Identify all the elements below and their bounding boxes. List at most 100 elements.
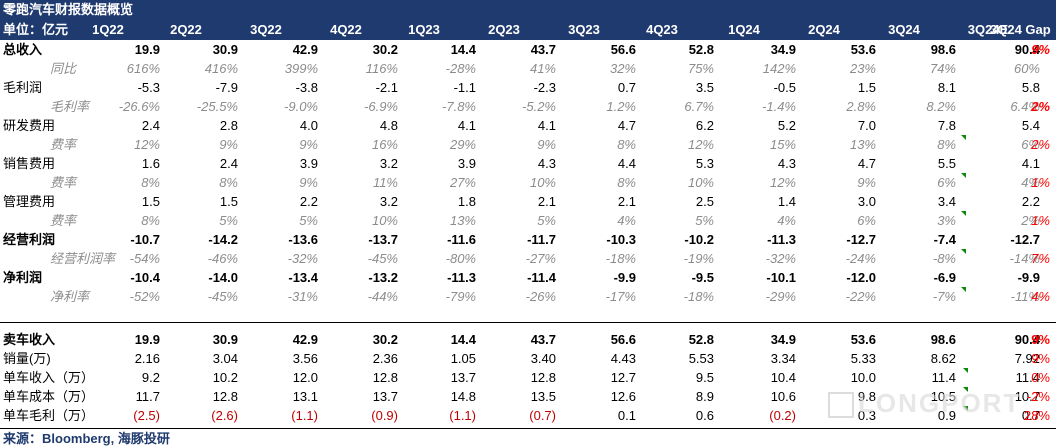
- bottom-divider: [0, 428, 1056, 429]
- cell-value: 12%: [687, 137, 714, 152]
- table-row: 毛利率 -26.6% -25.5% -9.0% -6.9% -7.8% -5.2% 1.2% 6…: [0, 97, 1056, 116]
- header-period: 4Q23: [646, 22, 678, 37]
- cell-value: 8%: [937, 137, 956, 152]
- section-divider: [0, 322, 1056, 323]
- table-row: 经营利润率 -54% -46% -32% -45% -80% -27% -18% -19% -32…: [0, 249, 1056, 268]
- row-label: 销量(万): [3, 351, 51, 366]
- cell-value: 90.4: [1014, 332, 1040, 347]
- cell-value: 27%: [449, 175, 476, 190]
- cell-value: -32%: [765, 251, 796, 266]
- cell-value: 2%: [1021, 213, 1040, 228]
- header-period: 3Q23: [568, 22, 600, 37]
- cell-value: 6.7%: [684, 99, 714, 114]
- row-label: 经营利润率: [50, 251, 116, 266]
- cell-value: 13%: [449, 213, 476, 228]
- cell-value: 56.6: [610, 332, 636, 347]
- cell-value: 6%: [1021, 137, 1040, 152]
- cell-value: 8.9: [695, 389, 714, 404]
- cell-value: -79%: [445, 289, 476, 304]
- cell-value: -14%: [1009, 251, 1040, 266]
- gap-value: 2%: [1031, 137, 1050, 152]
- cell-value: (1.1): [291, 408, 318, 423]
- cell-value: 98.6: [930, 42, 956, 57]
- comment-marker-icon: [961, 249, 966, 254]
- row-label: 管理费用: [3, 194, 56, 209]
- cell-value: 10.2: [212, 370, 238, 385]
- table-row: 单车成本（万） 11.7 12.8 13.1 13.7 14.8 13.5 12.6 8.9 10…: [0, 387, 1056, 406]
- cell-value: 9%: [299, 175, 318, 190]
- row-label: 费率: [50, 175, 77, 190]
- cell-value: 30.9: [212, 332, 238, 347]
- cell-value: 4.3: [777, 156, 796, 171]
- cell-value: -5.2%: [522, 99, 556, 114]
- gap-value: -2%: [1026, 389, 1050, 404]
- cell-value: 3.0: [857, 194, 876, 209]
- cell-value: 52.8: [688, 332, 714, 347]
- cell-value: -11.3: [447, 270, 476, 285]
- cell-value: -13.4: [288, 270, 318, 285]
- table-row: 经营利润 -10.7 -14.2 -13.6 -13.7 -11.6 -11.7 -10.3 -…: [0, 230, 1056, 249]
- cell-value: -14.2: [208, 232, 238, 247]
- cell-value: 0.7: [1021, 408, 1040, 423]
- cell-value: -11.6: [447, 232, 476, 247]
- cell-value: 2.36: [372, 351, 398, 366]
- header-period: 3Q22: [250, 22, 282, 37]
- row-label: 总收入: [3, 42, 43, 57]
- gap-value: 7%: [1031, 251, 1050, 266]
- cell-value: -10.7: [130, 232, 160, 247]
- cell-value: 3.56: [292, 351, 318, 366]
- cell-value: -1.4%: [762, 99, 796, 114]
- cell-value: 7.8: [937, 118, 956, 133]
- header-period: 4Q22: [330, 22, 362, 37]
- cell-value: -31%: [287, 289, 318, 304]
- cell-value: 2.2: [299, 194, 318, 209]
- cell-value: 30.2: [372, 332, 398, 347]
- cell-value: -28%: [445, 61, 476, 76]
- row-label: 研发费用: [3, 118, 56, 133]
- cell-value: -9.5: [691, 270, 714, 285]
- cell-value: -45%: [367, 251, 398, 266]
- cell-value: 2.8: [219, 118, 238, 133]
- cell-value: -6.9: [933, 270, 956, 285]
- cell-value: 6%: [937, 175, 956, 190]
- cell-value: (2.6): [211, 408, 238, 423]
- comment-marker-icon: [961, 287, 966, 292]
- cell-value: 116%: [365, 61, 398, 76]
- cell-value: -7.9: [215, 80, 238, 95]
- cell-value: 1.8: [457, 194, 476, 209]
- cell-value: 29%: [449, 137, 476, 152]
- table-row: 费率 8% 5% 5% 10% 13% 5% 4% 5% 4% 6% 3% 2% 1%: [0, 211, 1056, 230]
- cell-value: 416%: [204, 61, 238, 76]
- table-row: 总收入 19.9 30.9 42.9 30.2 14.4 43.7 56.6 52.8 34.9 5…: [0, 40, 1056, 59]
- cell-value: -17%: [605, 289, 636, 304]
- cell-value: 3%: [937, 213, 956, 228]
- cell-value: -80%: [445, 251, 476, 266]
- gap-value: 1%: [1031, 175, 1050, 190]
- cell-value: -2.3: [533, 80, 556, 95]
- cell-value: 4.7: [857, 156, 876, 171]
- cell-value: 12.8: [212, 389, 238, 404]
- row-label: 同比: [50, 61, 77, 76]
- cell-value: 4.4: [617, 156, 636, 171]
- cell-value: 5.53: [688, 351, 714, 366]
- cell-value: 10%: [371, 213, 398, 228]
- cell-value: 9%: [537, 137, 556, 152]
- row-label: 费率: [50, 137, 77, 152]
- cell-value: -27%: [525, 251, 556, 266]
- cell-value: 10.6: [770, 389, 796, 404]
- cell-value: -10.1: [766, 270, 796, 285]
- cell-value: -18%: [605, 251, 636, 266]
- cell-value: 3.9: [457, 156, 476, 171]
- cell-value: 23%: [849, 61, 876, 76]
- cell-value: 1.05: [450, 351, 476, 366]
- cell-value: 3.04: [212, 351, 238, 366]
- cell-value: 4.7: [617, 118, 636, 133]
- cell-value: 9%: [857, 175, 876, 190]
- cell-value: -45%: [207, 289, 238, 304]
- cell-value: -11.3: [767, 232, 796, 247]
- cell-value: 4%: [777, 213, 796, 228]
- cell-value: 3.5: [695, 80, 714, 95]
- cell-value: -5.3: [137, 80, 160, 95]
- gap-value: 4%: [1031, 289, 1050, 304]
